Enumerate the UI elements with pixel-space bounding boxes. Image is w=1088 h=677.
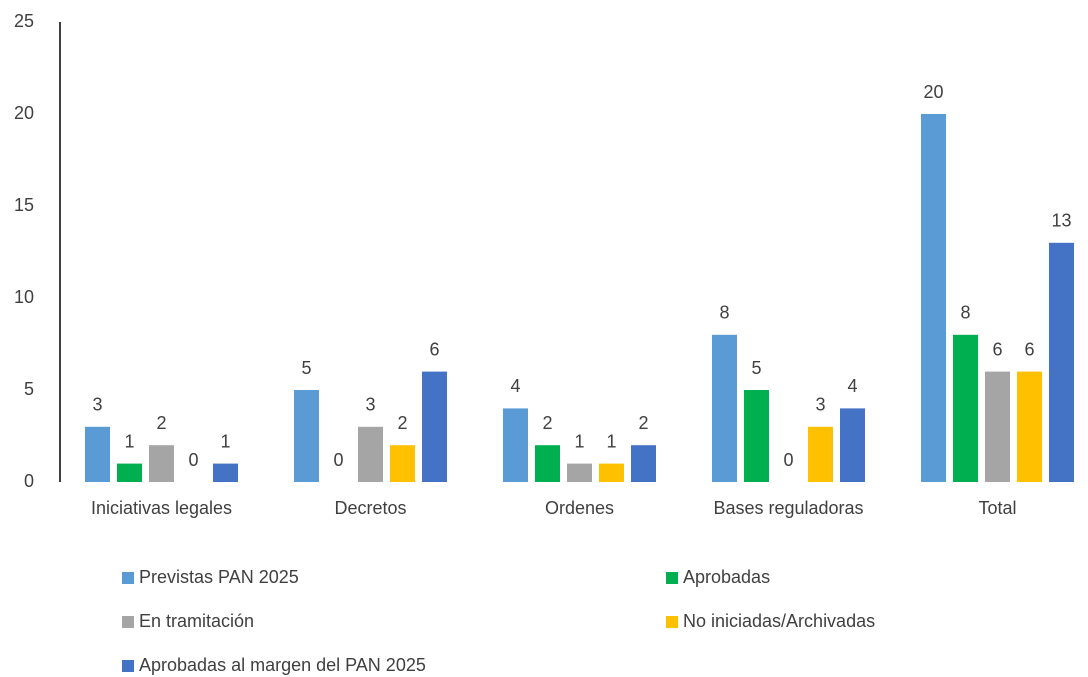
- legend-label: No iniciadas/Archivadas: [683, 611, 875, 631]
- legend-swatch: [122, 572, 134, 584]
- bar: [921, 114, 946, 482]
- y-tick-label: 10: [14, 287, 34, 307]
- bar: [390, 445, 415, 482]
- value-label: 20: [923, 82, 943, 102]
- value-label: 1: [606, 431, 616, 451]
- y-tick-label: 25: [14, 11, 34, 31]
- bar: [599, 463, 624, 482]
- value-label: 8: [719, 303, 729, 323]
- bar: [1049, 242, 1074, 482]
- value-label: 2: [542, 413, 552, 433]
- bar: [117, 463, 142, 482]
- bar: [712, 334, 737, 482]
- y-tick-label: 15: [14, 195, 34, 215]
- legend-label: Aprobadas al margen del PAN 2025: [139, 655, 426, 675]
- bar: [567, 463, 592, 482]
- value-label: 1: [574, 431, 584, 451]
- value-label: 2: [397, 413, 407, 433]
- value-label: 4: [847, 376, 857, 396]
- value-label: 1: [124, 431, 134, 451]
- value-label: 3: [92, 395, 102, 415]
- legend-label: Aprobadas: [683, 567, 770, 587]
- value-label: 4: [510, 376, 520, 396]
- value-label: 0: [783, 450, 793, 470]
- x-tick-label: Iniciativas legales: [91, 498, 232, 518]
- value-label: 0: [188, 450, 198, 470]
- bar: [85, 426, 110, 482]
- value-label: 3: [815, 395, 825, 415]
- bar: [808, 426, 833, 482]
- value-label: 0: [333, 450, 343, 470]
- legend-swatch: [666, 572, 678, 584]
- value-label: 5: [301, 358, 311, 378]
- bar: [213, 463, 238, 482]
- value-label: 2: [156, 413, 166, 433]
- legend-label: En tramitación: [139, 611, 254, 631]
- bar: [535, 445, 560, 482]
- value-label: 13: [1051, 211, 1071, 231]
- y-tick-label: 5: [24, 379, 34, 399]
- value-label: 2: [638, 413, 648, 433]
- value-label: 8: [960, 303, 970, 323]
- bar: [358, 426, 383, 482]
- bar: [149, 445, 174, 482]
- value-label: 3: [365, 395, 375, 415]
- x-tick-label: Decretos: [334, 498, 406, 518]
- legend-swatch: [122, 660, 134, 672]
- bar: [422, 371, 447, 482]
- bar: [631, 445, 656, 482]
- x-tick-label: Ordenes: [545, 498, 614, 518]
- legend-swatch: [666, 616, 678, 628]
- bar: [985, 371, 1010, 482]
- y-tick-label: 0: [24, 471, 34, 491]
- x-tick-label: Bases reguladoras: [713, 498, 863, 518]
- value-label: 6: [992, 339, 1002, 359]
- bar: [294, 390, 319, 482]
- legend-swatch: [122, 616, 134, 628]
- bar: [744, 390, 769, 482]
- value-label: 6: [1024, 339, 1034, 359]
- x-tick-label: Total: [978, 498, 1016, 518]
- bar: [840, 408, 865, 482]
- value-label: 5: [751, 358, 761, 378]
- legend-label: Previstas PAN 2025: [139, 567, 299, 587]
- value-label: 6: [429, 339, 439, 359]
- y-tick-label: 20: [14, 103, 34, 123]
- bar: [1017, 371, 1042, 482]
- bar: [953, 334, 978, 482]
- bar: [503, 408, 528, 482]
- value-label: 1: [220, 431, 230, 451]
